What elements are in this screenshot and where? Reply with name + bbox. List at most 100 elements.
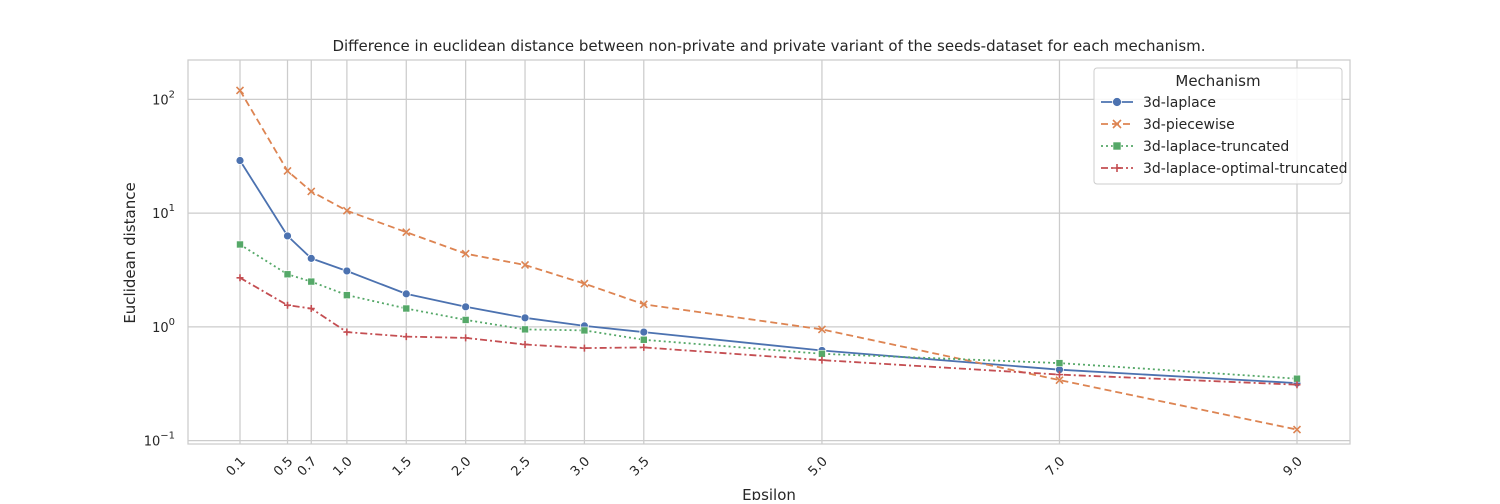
data-point (1055, 371, 1063, 379)
data-point (1293, 374, 1301, 383)
series-line (239, 89, 1298, 431)
y-tick-base: 10 (144, 435, 161, 450)
data-point (342, 206, 351, 215)
data-point (521, 325, 529, 334)
x-tick-label: 0.5 (271, 454, 296, 479)
series-layer (235, 86, 1302, 434)
data-point (639, 335, 648, 344)
y-tick-label: 100 (152, 317, 175, 336)
data-point (307, 304, 315, 312)
x-tick-label: 3.0 (568, 454, 593, 479)
data-point (284, 301, 292, 309)
y-tick-base: 10 (152, 321, 169, 336)
x-tick-label: 7.0 (1043, 454, 1068, 479)
data-point (462, 334, 470, 342)
data-point (402, 333, 410, 341)
data-point (283, 166, 292, 175)
data-point (402, 228, 411, 237)
x-tick-label: 1.5 (390, 454, 415, 479)
data-point (580, 326, 589, 335)
legend-item: 3d-laplace (1101, 95, 1216, 111)
data-point (461, 249, 470, 258)
data-point (283, 231, 292, 241)
y-tick-label: 10−1 (144, 431, 175, 450)
data-point (235, 86, 245, 95)
legend-item: 3d-piecewise (1101, 117, 1235, 133)
y-tick-exponent: −1 (160, 431, 175, 442)
x-tick-label: 0.7 (295, 454, 320, 479)
series-3d-laplace-truncated (236, 240, 1301, 383)
data-point (401, 289, 411, 299)
x-axis: 0.1 0.50.7 1.0 1.5 2.0 2.5 3.0 3.5 5.0 7.0 9.0 (224, 454, 1306, 479)
data-point (236, 240, 244, 249)
data-point (818, 356, 826, 364)
legend-label: 3d-laplace-optimal-truncated (1143, 161, 1348, 177)
plot-area (187, 59, 1351, 445)
legend-items: 3d-laplace 3d-piecewise 3d-laplace-truncat… (1101, 95, 1348, 177)
data-point (402, 304, 411, 313)
data-point (1113, 164, 1121, 172)
y-tick-label: 102 (152, 89, 175, 108)
legend-box (1093, 67, 1343, 185)
chart-title: Difference in euclidean distance between… (332, 37, 1205, 55)
data-point (639, 300, 648, 309)
data-point (307, 277, 316, 286)
legend: Mechanism 3d-laplace3d-piecewise3d-lapla… (1093, 67, 1348, 185)
data-point (580, 344, 588, 352)
legend-title: Mechanism (1175, 72, 1260, 90)
data-point (1112, 141, 1122, 151)
data-point (817, 325, 827, 334)
series-3d-piecewise (235, 86, 1302, 434)
data-point (520, 313, 530, 323)
data-point (343, 328, 351, 336)
y-tick-exponent: 1 (169, 203, 175, 214)
y-tick-exponent: 2 (169, 89, 175, 100)
data-point (1292, 425, 1302, 434)
data-point (1112, 119, 1122, 129)
data-point (580, 279, 589, 288)
data-point (342, 266, 352, 276)
data-point (235, 156, 245, 165)
data-point (306, 253, 316, 263)
x-tick-label: 9.0 (1281, 454, 1306, 479)
y-tick-label: 101 (152, 203, 175, 222)
y-tick-exponent: 0 (169, 317, 175, 328)
data-point (639, 327, 649, 337)
x-tick-label: 1.0 (330, 454, 355, 479)
data-point (520, 260, 530, 270)
data-point (461, 302, 471, 312)
x-tick-label: 0.1 (224, 454, 249, 479)
series-line (239, 243, 1298, 380)
series-line (239, 277, 1298, 386)
legend-item: 3d-laplace-truncated (1101, 139, 1289, 155)
data-point (1055, 359, 1064, 367)
data-point (1293, 381, 1301, 389)
y-axis-label: Euclidean distance (121, 182, 139, 323)
data-point (1112, 97, 1122, 107)
data-point (640, 343, 648, 351)
data-point (461, 316, 470, 324)
data-point (1055, 376, 1064, 385)
legend-item: 3d-laplace-optimal-truncated (1101, 161, 1348, 177)
y-tick-base: 10 (152, 93, 169, 108)
legend-label: 3d-laplace-truncated (1143, 139, 1289, 155)
legend-label: 3d-piecewise (1143, 117, 1235, 133)
data-point (343, 291, 351, 299)
data-point (818, 349, 826, 358)
x-tick-label: 3.5 (627, 454, 652, 479)
data-point (236, 274, 244, 282)
data-point (283, 270, 292, 279)
y-tick-base: 10 (152, 207, 169, 222)
series-line (239, 160, 1298, 384)
series-3d-laplace-optimal-truncated (236, 274, 1301, 389)
legend-label: 3d-laplace (1143, 95, 1216, 111)
data-point (307, 187, 316, 196)
x-tick-label: 5.0 (806, 454, 831, 479)
x-tick-label: 2.0 (449, 454, 474, 479)
series-3d-laplace (235, 156, 1302, 388)
x-tick-label: 2.5 (509, 454, 534, 479)
data-point (521, 340, 529, 348)
x-axis-label: Epsilon (742, 486, 796, 500)
